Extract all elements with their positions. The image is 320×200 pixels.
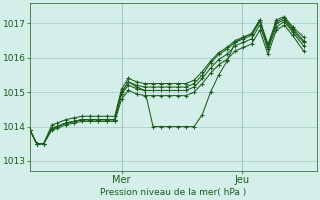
X-axis label: Pression niveau de la mer( hPa ): Pression niveau de la mer( hPa ) xyxy=(100,188,247,197)
